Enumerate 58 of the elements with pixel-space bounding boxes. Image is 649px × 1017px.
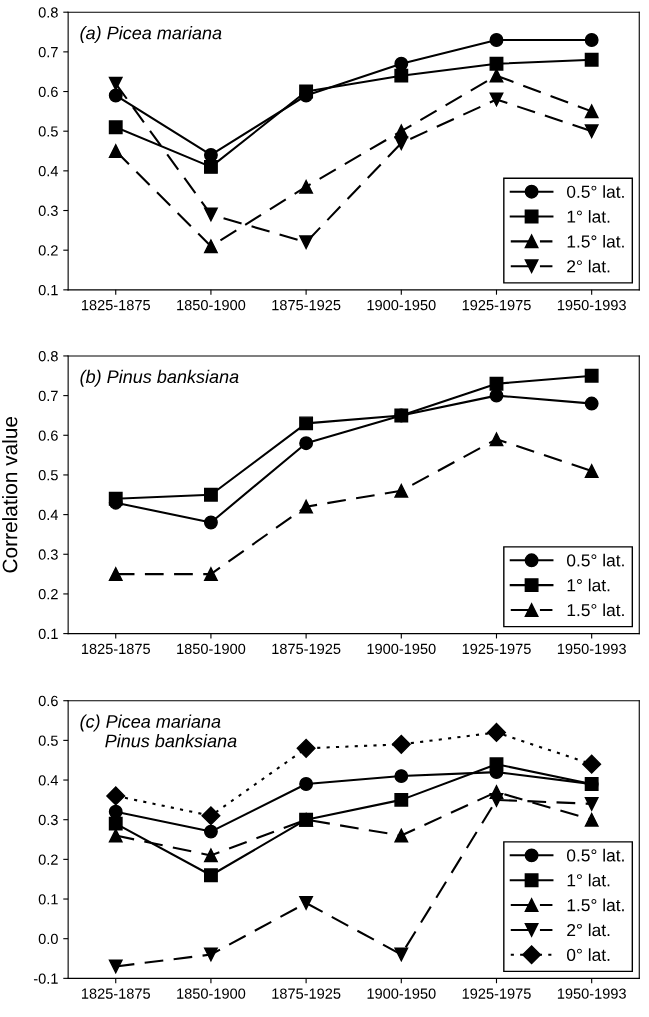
y-tick-label: 0.7 bbox=[38, 46, 58, 58]
x-tick-label: 1875-1925 bbox=[272, 988, 341, 999]
y-tick-label: 0.4 bbox=[38, 165, 58, 177]
x-tick-label: 1925-1975 bbox=[462, 299, 531, 311]
x-tick-label: 1900-1950 bbox=[367, 988, 436, 999]
y-tick-label: 0.4 bbox=[38, 509, 58, 521]
x-tick-label: 1875-1925 bbox=[272, 299, 341, 311]
legend-label: 1.5° lat. bbox=[567, 603, 624, 617]
y-tick-label: 0.1 bbox=[38, 894, 58, 905]
legend-label: 1° lat. bbox=[567, 578, 610, 592]
x-tick-label: 1900-1950 bbox=[367, 643, 436, 655]
y-tick-label: 0.8 bbox=[38, 7, 58, 18]
y-tick-label: 0.3 bbox=[38, 549, 58, 560]
legend-label: 0.5° lat. bbox=[567, 553, 624, 567]
legend-label: 1° lat. bbox=[567, 210, 610, 223]
x-tick-label: 1950-1993 bbox=[557, 299, 626, 311]
legend-label: 0.5° lat. bbox=[567, 848, 624, 862]
legend-label: 2° lat. bbox=[567, 923, 610, 937]
legend-label: 1.5° lat. bbox=[567, 234, 624, 248]
y-tick-label: 0.5 bbox=[38, 735, 58, 746]
y-tick-label: 0.5 bbox=[38, 470, 58, 481]
x-tick-label: 1850-1900 bbox=[177, 643, 246, 655]
y-tick-label: 0.8 bbox=[38, 351, 58, 362]
y-tick-label: 0.6 bbox=[38, 430, 58, 441]
y-tick-label: 0.2 bbox=[38, 245, 58, 256]
y-tick-label: 0.1 bbox=[38, 284, 58, 296]
y-tick-label: 0.3 bbox=[38, 205, 58, 216]
x-tick-label: 1950-1993 bbox=[557, 988, 626, 999]
x-tick-label: 1925-1975 bbox=[462, 988, 531, 999]
x-tick-label: 1875-1925 bbox=[272, 643, 341, 655]
y-axis-title: Correlation value bbox=[2, 416, 18, 573]
y-tick-label: -0.1 bbox=[33, 973, 58, 984]
legend-label: 0° lat. bbox=[567, 948, 610, 962]
y-tick-label: 0.2 bbox=[38, 854, 58, 865]
y-tick-label: 0.5 bbox=[38, 126, 58, 137]
y-tick-label: 0.6 bbox=[38, 86, 58, 97]
legend-label: 1° lat. bbox=[567, 873, 610, 887]
legend-label: 1.5° lat. bbox=[567, 898, 624, 912]
x-tick-label: 1825-1875 bbox=[81, 988, 150, 999]
text: (c) Picea mariana Pinus banksiana bbox=[80, 714, 237, 748]
x-tick-label: 1850-1900 bbox=[177, 988, 246, 999]
y-tick-label: 0.2 bbox=[38, 589, 58, 600]
x-tick-label: 1825-1875 bbox=[81, 643, 150, 655]
x-tick-label: 1950-1993 bbox=[557, 643, 626, 655]
x-tick-label: 1850-1900 bbox=[177, 299, 246, 311]
y-tick-label: 0.4 bbox=[38, 775, 58, 786]
y-tick-label: 0.6 bbox=[38, 695, 58, 707]
legend-label: 0.5° lat. bbox=[567, 185, 624, 198]
x-tick-label: 1900-1950 bbox=[367, 299, 436, 311]
x-tick-label: 1925-1975 bbox=[462, 643, 531, 655]
y-tick-label: 0.3 bbox=[38, 814, 58, 826]
x-tick-label: 1825-1875 bbox=[81, 299, 150, 311]
text: (b) Pinus banksiana bbox=[80, 369, 239, 387]
legend-label: 2° lat. bbox=[567, 259, 610, 273]
y-tick-label: 0.0 bbox=[38, 933, 58, 945]
y-tick-label: 0.1 bbox=[38, 628, 58, 640]
y-tick-label: 0.7 bbox=[38, 390, 58, 402]
text: (a) Picea mariana bbox=[80, 26, 222, 43]
